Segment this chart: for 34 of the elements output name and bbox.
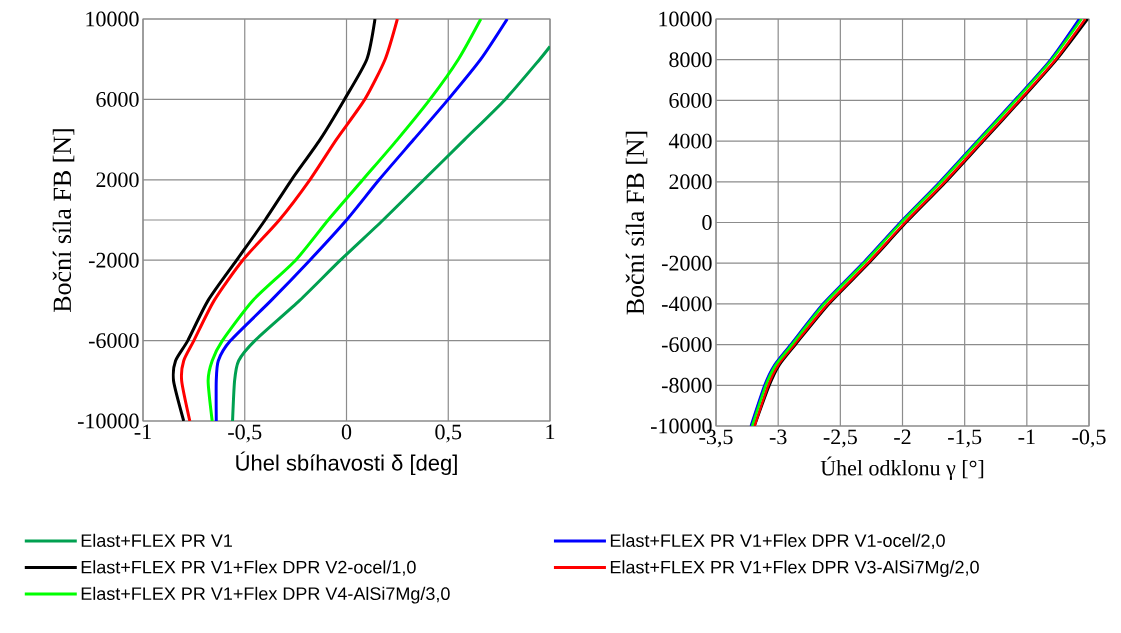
x-tick-label: -1,5 xyxy=(948,429,982,448)
x-tick-label: 1 xyxy=(546,424,555,440)
x-axis-title: Úhel odklonu γ [°] xyxy=(820,456,984,480)
x-tick-label: 0 xyxy=(341,424,352,440)
x-axis-title: Úhel sbíhavosti δ [deg] xyxy=(236,451,457,476)
x-tick-label: -0,5 xyxy=(1072,429,1106,448)
y-tick-label: 4000 xyxy=(668,133,712,149)
legend-label: Elast+FLEX PR V1+Flex DPR V3-AlSi7Mg/2,0 xyxy=(610,560,979,578)
y-tick-label: -2000 xyxy=(661,255,712,271)
y-tick-label: 6000 xyxy=(96,91,139,107)
x-tick-label: -2 xyxy=(894,429,911,445)
y-tick-label: -8000 xyxy=(661,377,712,393)
y-tick-label: 6000 xyxy=(669,92,712,108)
y-tick-label: 8000 xyxy=(669,52,712,68)
x-tick-label: -0,5 xyxy=(228,424,262,443)
y-tick-label: 0 xyxy=(702,215,712,230)
y-tick-label: -4000 xyxy=(661,296,712,312)
legend-label: Elast+FLEX PR V1+Flex DPR V1-ocel/2,0 xyxy=(610,533,945,550)
y-tick-label: 2000 xyxy=(96,172,139,188)
legend-label: Elast+FLEX PR V1 xyxy=(81,533,232,547)
y-tick-label: -6000 xyxy=(88,333,139,349)
x-tick-label: -2,5 xyxy=(823,429,857,448)
y-tick-label: 10000 xyxy=(86,11,139,27)
y-tick-label: 10000 xyxy=(659,11,712,27)
y-tick-label: -2000 xyxy=(88,252,139,268)
y-axis-title: Boční síla FB [N] xyxy=(52,129,75,313)
x-tick-label: -3 xyxy=(769,429,787,445)
legend-label: Elast+FLEX PR V1+Flex DPR V2-ocel/1,0 xyxy=(81,560,416,576)
y-tick-label: -6000 xyxy=(661,337,712,353)
x-tick-label: 0,5 xyxy=(435,424,462,443)
y-tick-label: 2000 xyxy=(669,174,712,190)
y-axis-title: Boční síla FB [N] xyxy=(625,131,648,315)
x-tick-label: -1 xyxy=(1018,429,1035,445)
legend-label: Elast+FLEX PR V1+Flex DPR V4-AlSi7Mg/3,0 xyxy=(81,586,450,604)
